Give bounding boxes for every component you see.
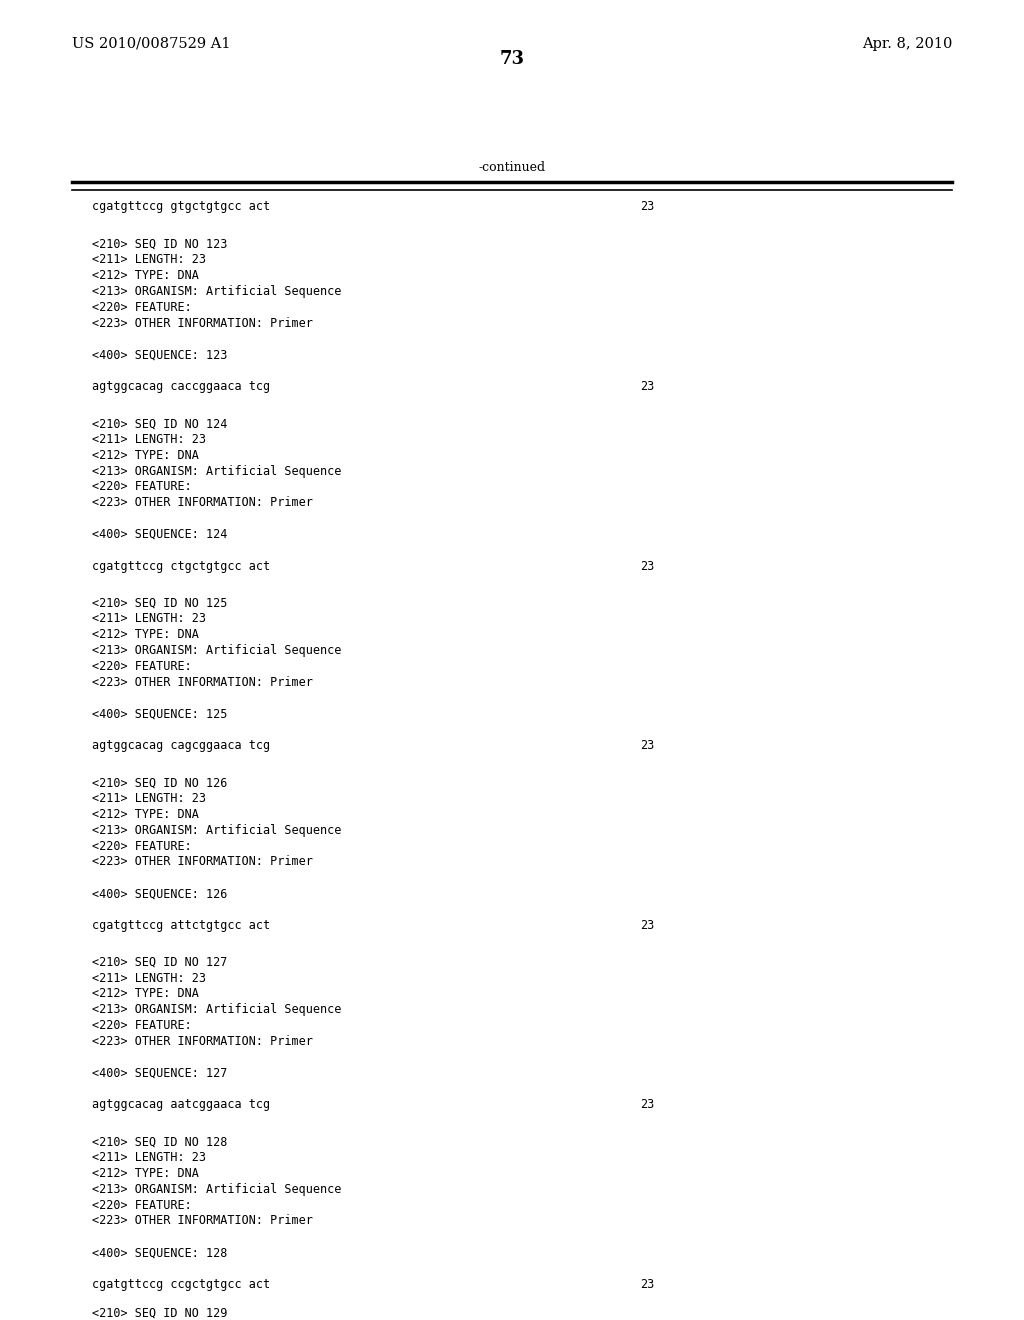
Text: 23: 23 bbox=[640, 1098, 654, 1111]
Text: 23: 23 bbox=[640, 1278, 654, 1291]
Text: <220> FEATURE:: <220> FEATURE: bbox=[92, 480, 191, 494]
Text: agtggcacag aatcggaaca tcg: agtggcacag aatcggaaca tcg bbox=[92, 1098, 270, 1111]
Text: <210> SEQ ID NO 126: <210> SEQ ID NO 126 bbox=[92, 776, 227, 789]
Text: <211> LENGTH: 23: <211> LENGTH: 23 bbox=[92, 972, 206, 985]
Text: <220> FEATURE:: <220> FEATURE: bbox=[92, 301, 191, 314]
Text: <213> ORGANISM: Artificial Sequence: <213> ORGANISM: Artificial Sequence bbox=[92, 465, 342, 478]
Text: <400> SEQUENCE: 124: <400> SEQUENCE: 124 bbox=[92, 528, 227, 541]
Text: agtggcacag cagcggaaca tcg: agtggcacag cagcggaaca tcg bbox=[92, 739, 270, 752]
Text: <213> ORGANISM: Artificial Sequence: <213> ORGANISM: Artificial Sequence bbox=[92, 1003, 342, 1016]
Text: 23: 23 bbox=[640, 739, 654, 752]
Text: cgatgttccg gtgctgtgcc act: cgatgttccg gtgctgtgcc act bbox=[92, 199, 270, 213]
Text: 23: 23 bbox=[640, 560, 654, 573]
Text: <223> OTHER INFORMATION: Primer: <223> OTHER INFORMATION: Primer bbox=[92, 676, 313, 689]
Text: <213> ORGANISM: Artificial Sequence: <213> ORGANISM: Artificial Sequence bbox=[92, 285, 342, 298]
Text: <213> ORGANISM: Artificial Sequence: <213> ORGANISM: Artificial Sequence bbox=[92, 824, 342, 837]
Text: 73: 73 bbox=[500, 50, 524, 69]
Text: <211> LENGTH: 23: <211> LENGTH: 23 bbox=[92, 1151, 206, 1164]
Text: -continued: -continued bbox=[478, 161, 546, 174]
Text: <211> LENGTH: 23: <211> LENGTH: 23 bbox=[92, 253, 206, 267]
Text: <210> SEQ ID NO 127: <210> SEQ ID NO 127 bbox=[92, 956, 227, 969]
Text: <220> FEATURE:: <220> FEATURE: bbox=[92, 1199, 191, 1212]
Text: <212> TYPE: DNA: <212> TYPE: DNA bbox=[92, 269, 199, 282]
Text: US 2010/0087529 A1: US 2010/0087529 A1 bbox=[72, 37, 230, 51]
Text: <210> SEQ ID NO 125: <210> SEQ ID NO 125 bbox=[92, 597, 227, 610]
Text: cgatgttccg ctgctgtgcc act: cgatgttccg ctgctgtgcc act bbox=[92, 560, 270, 573]
Text: agtggcacag caccggaaca tcg: agtggcacag caccggaaca tcg bbox=[92, 380, 270, 393]
Text: <212> TYPE: DNA: <212> TYPE: DNA bbox=[92, 808, 199, 821]
Text: <400> SEQUENCE: 126: <400> SEQUENCE: 126 bbox=[92, 887, 227, 900]
Text: <212> TYPE: DNA: <212> TYPE: DNA bbox=[92, 628, 199, 642]
Text: <400> SEQUENCE: 123: <400> SEQUENCE: 123 bbox=[92, 348, 227, 362]
Text: <220> FEATURE:: <220> FEATURE: bbox=[92, 660, 191, 673]
Text: <223> OTHER INFORMATION: Primer: <223> OTHER INFORMATION: Primer bbox=[92, 496, 313, 510]
Text: 23: 23 bbox=[640, 199, 654, 213]
Text: 23: 23 bbox=[640, 919, 654, 932]
Text: cgatgttccg attctgtgcc act: cgatgttccg attctgtgcc act bbox=[92, 919, 270, 932]
Text: <400> SEQUENCE: 127: <400> SEQUENCE: 127 bbox=[92, 1067, 227, 1080]
Text: <400> SEQUENCE: 125: <400> SEQUENCE: 125 bbox=[92, 708, 227, 721]
Text: <223> OTHER INFORMATION: Primer: <223> OTHER INFORMATION: Primer bbox=[92, 855, 313, 869]
Text: <223> OTHER INFORMATION: Primer: <223> OTHER INFORMATION: Primer bbox=[92, 1035, 313, 1048]
Text: <212> TYPE: DNA: <212> TYPE: DNA bbox=[92, 1167, 199, 1180]
Text: <210> SEQ ID NO 123: <210> SEQ ID NO 123 bbox=[92, 238, 227, 251]
Text: <211> LENGTH: 23: <211> LENGTH: 23 bbox=[92, 612, 206, 626]
Text: <220> FEATURE:: <220> FEATURE: bbox=[92, 840, 191, 853]
Text: <213> ORGANISM: Artificial Sequence: <213> ORGANISM: Artificial Sequence bbox=[92, 644, 342, 657]
Text: <210> SEQ ID NO 128: <210> SEQ ID NO 128 bbox=[92, 1135, 227, 1148]
Text: 23: 23 bbox=[640, 380, 654, 393]
Text: cgatgttccg ccgctgtgcc act: cgatgttccg ccgctgtgcc act bbox=[92, 1278, 270, 1291]
Text: <212> TYPE: DNA: <212> TYPE: DNA bbox=[92, 987, 199, 1001]
Text: <223> OTHER INFORMATION: Primer: <223> OTHER INFORMATION: Primer bbox=[92, 1214, 313, 1228]
Text: <210> SEQ ID NO 124: <210> SEQ ID NO 124 bbox=[92, 417, 227, 430]
Text: <210> SEQ ID NO 129: <210> SEQ ID NO 129 bbox=[92, 1307, 227, 1320]
Text: <400> SEQUENCE: 128: <400> SEQUENCE: 128 bbox=[92, 1246, 227, 1259]
Text: Apr. 8, 2010: Apr. 8, 2010 bbox=[862, 37, 952, 51]
Text: <211> LENGTH: 23: <211> LENGTH: 23 bbox=[92, 433, 206, 446]
Text: <211> LENGTH: 23: <211> LENGTH: 23 bbox=[92, 792, 206, 805]
Text: <212> TYPE: DNA: <212> TYPE: DNA bbox=[92, 449, 199, 462]
Text: <223> OTHER INFORMATION: Primer: <223> OTHER INFORMATION: Primer bbox=[92, 317, 313, 330]
Text: <213> ORGANISM: Artificial Sequence: <213> ORGANISM: Artificial Sequence bbox=[92, 1183, 342, 1196]
Text: <220> FEATURE:: <220> FEATURE: bbox=[92, 1019, 191, 1032]
